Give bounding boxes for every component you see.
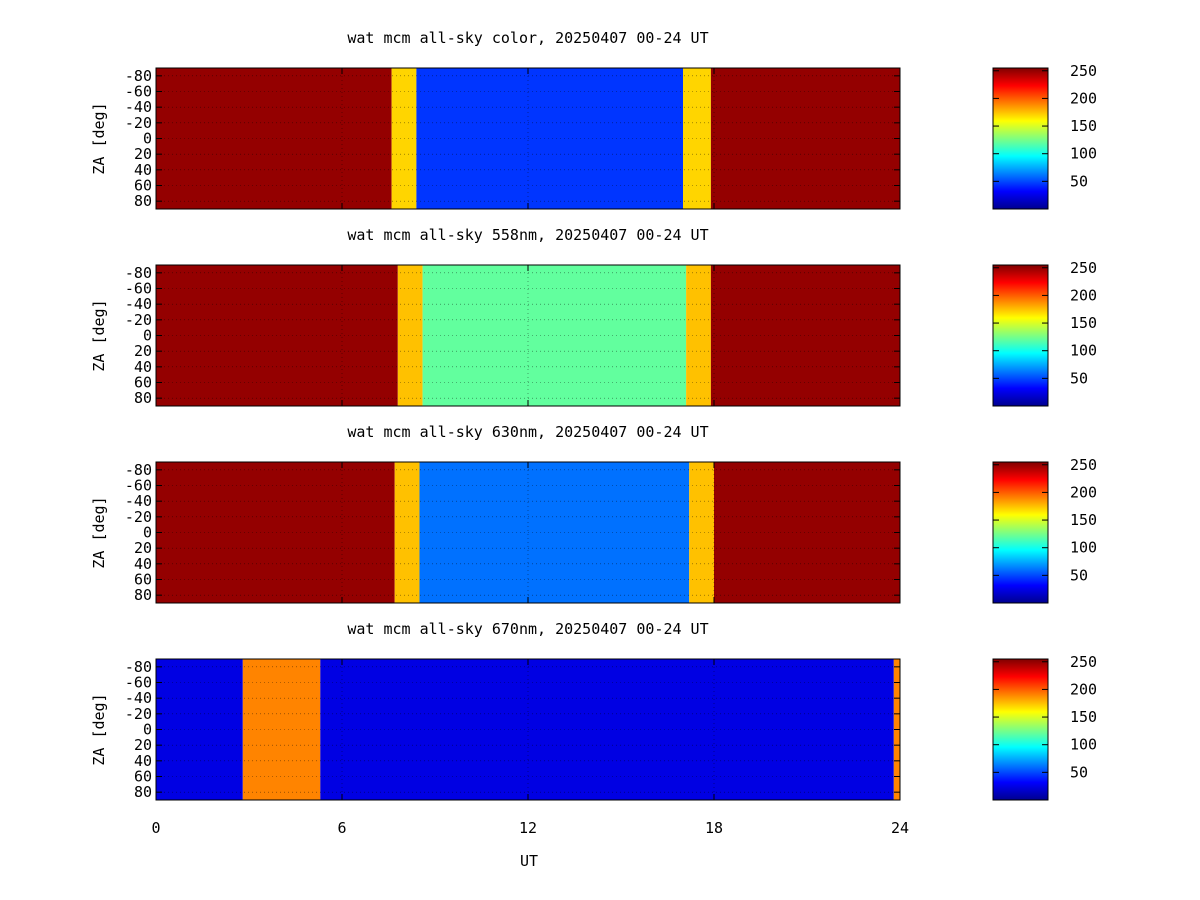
y-tick-label: 0: [143, 721, 152, 739]
y-tick-label: 40: [134, 358, 152, 376]
keogram-panel-4: wat mcm all-sky 670nm, 20250407 00-24 UT…: [90, 620, 1097, 870]
y-tick-label: 0: [143, 130, 152, 148]
y-tick-label: 40: [134, 161, 152, 179]
colorbar-tick-label: 250: [1070, 653, 1097, 671]
x-axis-label: UT: [520, 852, 538, 870]
y-tick-label: 60: [134, 374, 152, 392]
panel-title: wat mcm all-sky 670nm, 20250407 00-24 UT: [347, 620, 708, 638]
y-tick-label: -20: [125, 311, 152, 329]
y-tick-label: -60: [125, 83, 152, 101]
y-tick-label: -60: [125, 674, 152, 692]
y-tick-label: 80: [134, 389, 152, 407]
heatmap-segment: [320, 659, 894, 800]
colorbar-tick-label: 50: [1070, 172, 1088, 190]
colorbar-tick-label: 200: [1070, 483, 1097, 501]
x-tick-label: 24: [891, 819, 909, 837]
y-tick-label: 0: [143, 524, 152, 542]
keogram-panel-2: wat mcm all-sky 558nm, 20250407 00-24 UT…: [90, 226, 1097, 407]
colorbar-frame: [992, 264, 1049, 407]
colorbar-tick-label: 200: [1070, 89, 1097, 107]
y-axis-label: ZA [deg]: [90, 693, 108, 765]
colorbar-tick-label: 100: [1070, 736, 1097, 754]
y-tick-label: -60: [125, 477, 152, 495]
y-tick-label: -80: [125, 67, 152, 85]
colorbar-tick-label: 150: [1070, 117, 1097, 135]
colorbar-tick-label: 150: [1070, 511, 1097, 529]
colorbar: 50 100 150 200 250: [992, 259, 1097, 407]
colorbar-tick-label: 250: [1070, 259, 1097, 277]
y-tick-label: 20: [134, 539, 152, 557]
y-tick-label: -80: [125, 461, 152, 479]
y-tick-label: -40: [125, 98, 152, 116]
y-tick-label: 20: [134, 342, 152, 360]
colorbar-tick-label: 250: [1070, 62, 1097, 80]
colorbar-tick-label: 50: [1070, 566, 1088, 584]
heatmap-segment: [686, 265, 711, 406]
keogram-panel-1: wat mcm all-sky color, 20250407 00-24 UT…: [90, 29, 1097, 210]
heatmap-segment: [710, 68, 900, 209]
y-tick-label: 80: [134, 192, 152, 210]
y-tick-label: 80: [134, 586, 152, 604]
colorbar-gradient: [993, 659, 1048, 800]
y-tick-label: -20: [125, 114, 152, 132]
y-tick-label: -40: [125, 295, 152, 313]
colorbar-tick-label: 150: [1070, 314, 1097, 332]
colorbar-tick-label: 50: [1070, 369, 1088, 387]
heatmap-segment: [710, 265, 900, 406]
y-tick-label: 60: [134, 768, 152, 786]
y-tick-label: 20: [134, 145, 152, 163]
y-tick-label: -40: [125, 492, 152, 510]
colorbar-frame: [992, 658, 1049, 801]
colorbar-tick-label: 50: [1070, 763, 1088, 781]
colorbar-tick-label: 250: [1070, 456, 1097, 474]
colorbar-tick-label: 100: [1070, 342, 1097, 360]
x-tick-label: 18: [705, 819, 723, 837]
x-tick-label: 12: [519, 819, 537, 837]
colorbar: 50 100 150 200 250: [992, 653, 1097, 801]
panel-title: wat mcm all-sky 558nm, 20250407 00-24 UT: [347, 226, 708, 244]
colorbar-tick-label: 100: [1070, 145, 1097, 163]
y-tick-label: 40: [134, 555, 152, 573]
heatmap-segment: [242, 659, 321, 800]
heatmap-segment: [689, 462, 714, 603]
y-tick-label: 0: [143, 327, 152, 345]
heatmap-segment: [397, 265, 423, 406]
colorbar-tick-label: 150: [1070, 708, 1097, 726]
y-tick-label: -20: [125, 508, 152, 526]
x-tick-label: 6: [337, 819, 346, 837]
x-tick-label: 0: [151, 819, 160, 837]
colorbar-tick-label: 200: [1070, 680, 1097, 698]
y-axis-label: ZA [deg]: [90, 299, 108, 371]
heatmap-segment: [422, 265, 687, 406]
colorbar-frame: [992, 67, 1049, 210]
colorbar: 50 100 150 200 250: [992, 62, 1097, 210]
colorbar-frame: [992, 461, 1049, 604]
keogram-panel-3: wat mcm all-sky 630nm, 20250407 00-24 UT…: [90, 423, 1097, 604]
y-axis-label: ZA [deg]: [90, 496, 108, 568]
y-tick-label: 60: [134, 571, 152, 589]
colorbar: 50 100 150 200 250: [992, 456, 1097, 604]
y-axis-label: ZA [deg]: [90, 102, 108, 174]
y-tick-label: -60: [125, 280, 152, 298]
panel-title: wat mcm all-sky 630nm, 20250407 00-24 UT: [347, 423, 708, 441]
panel-title: wat mcm all-sky color, 20250407 00-24 UT: [347, 29, 708, 47]
colorbar-gradient: [993, 68, 1048, 209]
colorbar-gradient: [993, 462, 1048, 603]
y-tick-label: -80: [125, 264, 152, 282]
heatmap-segment: [156, 462, 395, 603]
y-tick-label: -80: [125, 658, 152, 676]
colorbar-tick-label: 100: [1070, 539, 1097, 557]
heatmap-segment: [156, 659, 243, 800]
heatmap-segment: [394, 462, 420, 603]
y-tick-label: -40: [125, 689, 152, 707]
y-tick-label: 60: [134, 177, 152, 195]
y-tick-label: -20: [125, 705, 152, 723]
y-tick-label: 20: [134, 736, 152, 754]
y-tick-label: 80: [134, 783, 152, 801]
colorbar-tick-label: 200: [1070, 286, 1097, 304]
y-tick-label: 40: [134, 752, 152, 770]
colorbar-gradient: [993, 265, 1048, 406]
